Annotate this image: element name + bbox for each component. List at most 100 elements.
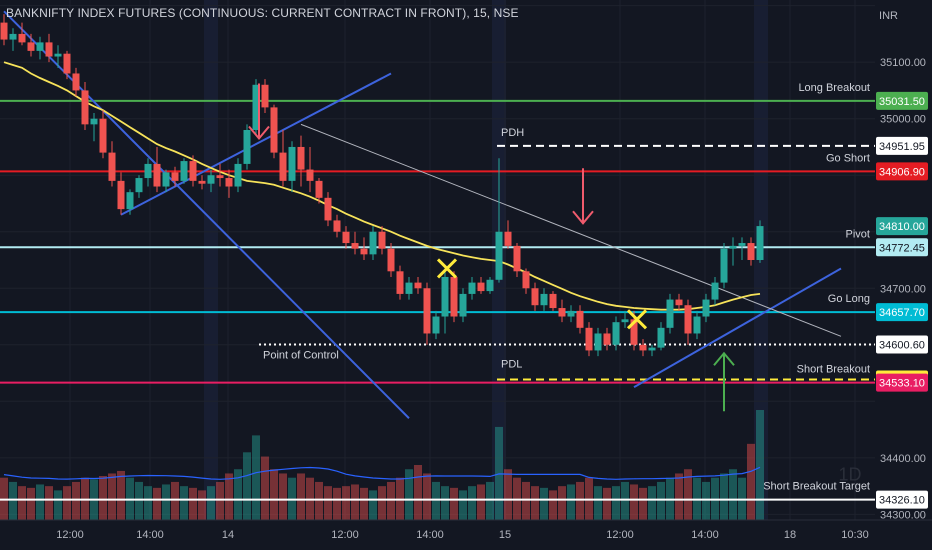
price-badge-0: 35031.50 [879,96,925,108]
candle-body-29[interactable] [261,84,269,108]
moving-average-line [3,61,761,311]
candle-body-22[interactable] [198,180,206,184]
candle-body-48[interactable] [432,316,440,334]
candle-body-52[interactable] [468,282,476,294]
candle-body-0[interactable] [0,22,8,40]
candle-body-57[interactable] [513,245,521,272]
candle-body-46[interactable] [414,282,422,289]
candle-body-39[interactable] [351,243,359,249]
candle-body-77[interactable] [693,316,701,334]
candle-body-44[interactable] [396,271,404,294]
candle-body-10[interactable] [90,118,98,125]
candle-body-19[interactable] [171,172,179,181]
candle-body-69[interactable] [621,319,629,323]
candle-body-27[interactable] [243,130,251,164]
trend-gray-line [300,123,842,337]
candle-body-65[interactable] [585,327,593,351]
candle-body-25[interactable] [225,178,233,187]
candle-body-33[interactable] [297,146,305,170]
price-badge-4: 34772.45 [879,242,925,254]
candle-body-13[interactable] [117,180,125,210]
volume-bar-68 [612,486,620,520]
volume-bar-56 [504,469,512,520]
candle-body-76[interactable] [684,305,692,334]
candle-body-32[interactable] [288,146,296,181]
candle-body-35[interactable] [315,180,323,198]
candle-body-55[interactable] [495,231,503,280]
candle-body-38[interactable] [342,231,350,244]
candle-body-79[interactable] [711,282,719,300]
candle-body-50[interactable] [450,276,458,317]
candle-body-47[interactable] [423,288,431,334]
candle-body-67[interactable] [603,333,611,345]
candle-body-28[interactable] [252,84,260,130]
candle-body-53[interactable] [477,282,485,292]
candle-body-78[interactable] [702,299,710,317]
price-badge-6: 34600.60 [879,339,925,351]
candle-body-41[interactable] [369,231,377,255]
x-tick-5: 15 [499,529,511,541]
candle-body-3[interactable] [27,42,35,51]
candle-body-56[interactable] [504,231,512,246]
price-badge-9: 34326.10 [879,495,925,507]
candle-body-54[interactable] [486,279,494,292]
candle-body-60[interactable] [540,293,548,306]
candle-body-14[interactable] [126,192,134,210]
candle-body-16[interactable] [144,163,152,179]
candle-body-23[interactable] [207,175,215,184]
candle-body-51[interactable] [459,293,467,317]
candle-body-5[interactable] [45,42,53,57]
candle-body-73[interactable] [657,327,665,348]
candle-body-6[interactable] [54,53,62,57]
candle-body-72[interactable] [648,347,656,351]
candle-body-12[interactable] [108,152,116,181]
candle-body-64[interactable] [576,310,584,328]
candle-body-75[interactable] [675,299,683,306]
candle-body-24[interactable] [216,175,224,179]
candle-body-81[interactable] [729,245,737,249]
candle-body-84[interactable] [756,226,764,260]
candle-body-37[interactable] [333,220,341,232]
candle-body-83[interactable] [747,243,755,260]
candle-body-74[interactable] [666,299,674,328]
candle-body-11[interactable] [99,118,107,153]
candle-body-34[interactable] [306,169,314,181]
candle-body-9[interactable] [81,90,89,125]
candle-body-20[interactable] [180,161,188,181]
candle-body-4[interactable] [36,42,44,51]
volume-bar-41 [369,490,377,520]
candle-body-43[interactable] [387,248,395,272]
candle-body-58[interactable] [522,271,530,289]
volume-bar-76 [684,469,692,520]
candle-body-40[interactable] [360,248,368,255]
volume-bar-18 [162,484,170,520]
candle-body-49[interactable] [441,276,449,317]
candle-body-61[interactable] [549,293,557,309]
candle-body-36[interactable] [324,197,332,221]
candle-body-17[interactable] [153,163,161,187]
candle-body-15[interactable] [135,178,143,193]
candle-body-63[interactable] [567,310,575,317]
candle-body-7[interactable] [63,53,71,74]
candle-body-59[interactable] [531,288,539,306]
candle-body-68[interactable] [612,322,620,345]
candle-body-80[interactable] [720,248,728,283]
candle-body-2[interactable] [18,33,26,43]
candle-body-21[interactable] [189,161,197,181]
candle-body-18[interactable] [162,172,170,187]
candle-body-66[interactable] [594,333,602,351]
candle-body-1[interactable] [9,33,17,40]
candle-body-26[interactable] [234,163,242,187]
candle-body-45[interactable] [405,282,413,294]
candle-body-82[interactable] [738,243,746,246]
candle-body-70[interactable] [630,319,638,345]
candle-body-42[interactable] [378,231,386,249]
candle-body-30[interactable] [270,107,278,153]
candle-body-71[interactable] [639,344,647,351]
candle-body-31[interactable] [279,152,287,181]
candle-body-8[interactable] [72,73,80,91]
time-axis-bg [0,520,932,550]
volume-bar-75 [675,473,683,520]
candle-body-62[interactable] [558,308,566,317]
